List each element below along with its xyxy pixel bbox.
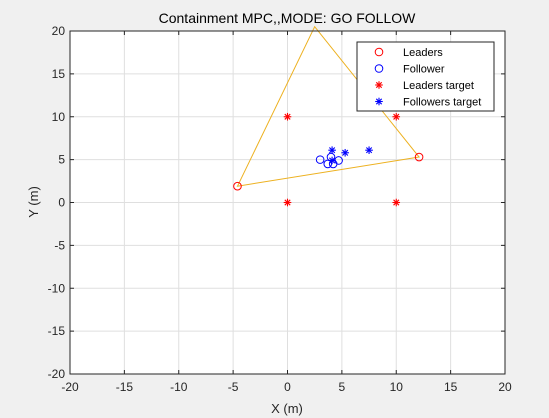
leaders-target-point	[283, 198, 292, 207]
asterisk-stroke	[284, 113, 291, 120]
legend-box	[356, 41, 495, 112]
leaders-target-point	[392, 198, 401, 207]
asterisk-stroke	[342, 149, 349, 156]
legend-label: Leaders target	[403, 80, 474, 92]
legend-label: Leaders	[403, 47, 443, 59]
x-tick-label: -15	[116, 380, 134, 394]
asterisk-stroke	[328, 157, 336, 164]
followers-target-point	[328, 156, 336, 165]
leaders-point	[233, 181, 242, 191]
followers-target-point	[328, 146, 336, 154]
data-marks	[233, 112, 424, 207]
legend-marker	[374, 64, 384, 73]
y-tick-label: -20	[48, 367, 66, 381]
asterisk-stroke	[284, 199, 291, 206]
x-tick-label: 5	[339, 380, 346, 394]
chart-title: Containment MPC,,MODE: GO FOLLOW	[159, 10, 417, 26]
followers-target-point	[341, 148, 349, 157]
x-tick-label: -5	[228, 380, 239, 394]
asterisk-stroke	[393, 113, 400, 120]
x-tick-label: 10	[390, 380, 404, 394]
asterisk-stroke	[393, 199, 400, 206]
leaders-target-point	[283, 112, 292, 121]
y-tick-label: 15	[52, 67, 66, 81]
followers-target-point	[365, 146, 373, 154]
legend-marker	[375, 97, 383, 106]
y-tick-label: -5	[54, 238, 65, 252]
asterisk-stroke	[328, 147, 336, 154]
legend-marker	[375, 81, 383, 89]
x-axis-label: X (m)	[271, 401, 303, 416]
y-tick-label: 5	[58, 153, 65, 167]
x-tick-label: 0	[284, 380, 291, 394]
asterisk-stroke	[375, 81, 383, 89]
follower-point	[315, 155, 325, 164]
y-tick-label: 20	[52, 24, 66, 38]
asterisk-stroke	[375, 98, 383, 105]
legend-label: Followers target	[403, 97, 481, 109]
y-tick-label: -15	[48, 324, 66, 338]
asterisk-stroke	[365, 147, 373, 154]
legend[interactable]: Leaders Follower Leaders target Followers t…	[356, 41, 495, 112]
y-tick-label: -10	[48, 281, 66, 295]
leaders-target-point	[392, 112, 401, 121]
y-axis-label: Y (m)	[26, 186, 41, 218]
y-tick-label: 0	[58, 196, 65, 210]
y-tick-label: 10	[52, 110, 66, 124]
x-tick-label: -10	[170, 380, 188, 394]
x-tick-label: 20	[498, 380, 512, 394]
axes: -20 -15 -10 -5 0 5 10 15 20 -20 -15 -10 -5 0 5 10 15 20	[48, 24, 512, 394]
leaders-point	[414, 152, 424, 162]
x-tick-label: 15	[444, 380, 458, 394]
legend-marker	[374, 47, 384, 57]
x-tick-label: -20	[61, 380, 79, 394]
legend-label: Follower	[403, 64, 445, 76]
